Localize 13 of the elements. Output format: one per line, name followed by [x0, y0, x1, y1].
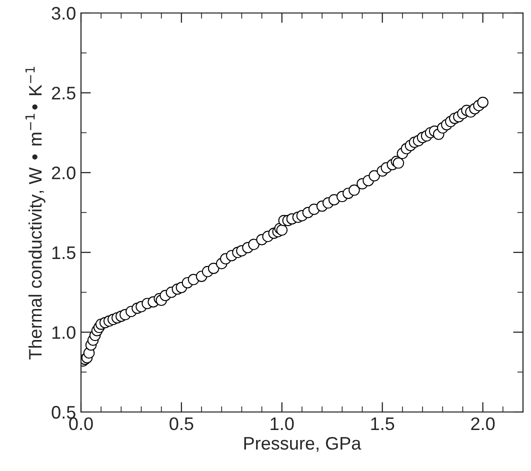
- x-tick-label: 0.0: [69, 417, 93, 430]
- x-tick-label: 1.5: [371, 418, 394, 430]
- y-tick-label: 2.5: [52, 86, 76, 100]
- y-tick-label: 1.0: [52, 326, 76, 339]
- y-tick-label: 1.5: [52, 246, 76, 260]
- y-tick-label: 0.5: [52, 406, 76, 419]
- x-tick-label: 1.0: [270, 417, 294, 430]
- x-tick-label: 2.0: [471, 417, 495, 430]
- y-tick-label: 3.0: [52, 6, 76, 20]
- y-tick-label: 2.0: [52, 166, 76, 180]
- x-axis-title: Pressure, GPa: [244, 436, 362, 452]
- x-tick-label: 0.5: [170, 417, 194, 430]
- y-axis-title: Thermal conductivity, W • m$^{−1}$• K$^{−1}$: [25, 66, 46, 360]
